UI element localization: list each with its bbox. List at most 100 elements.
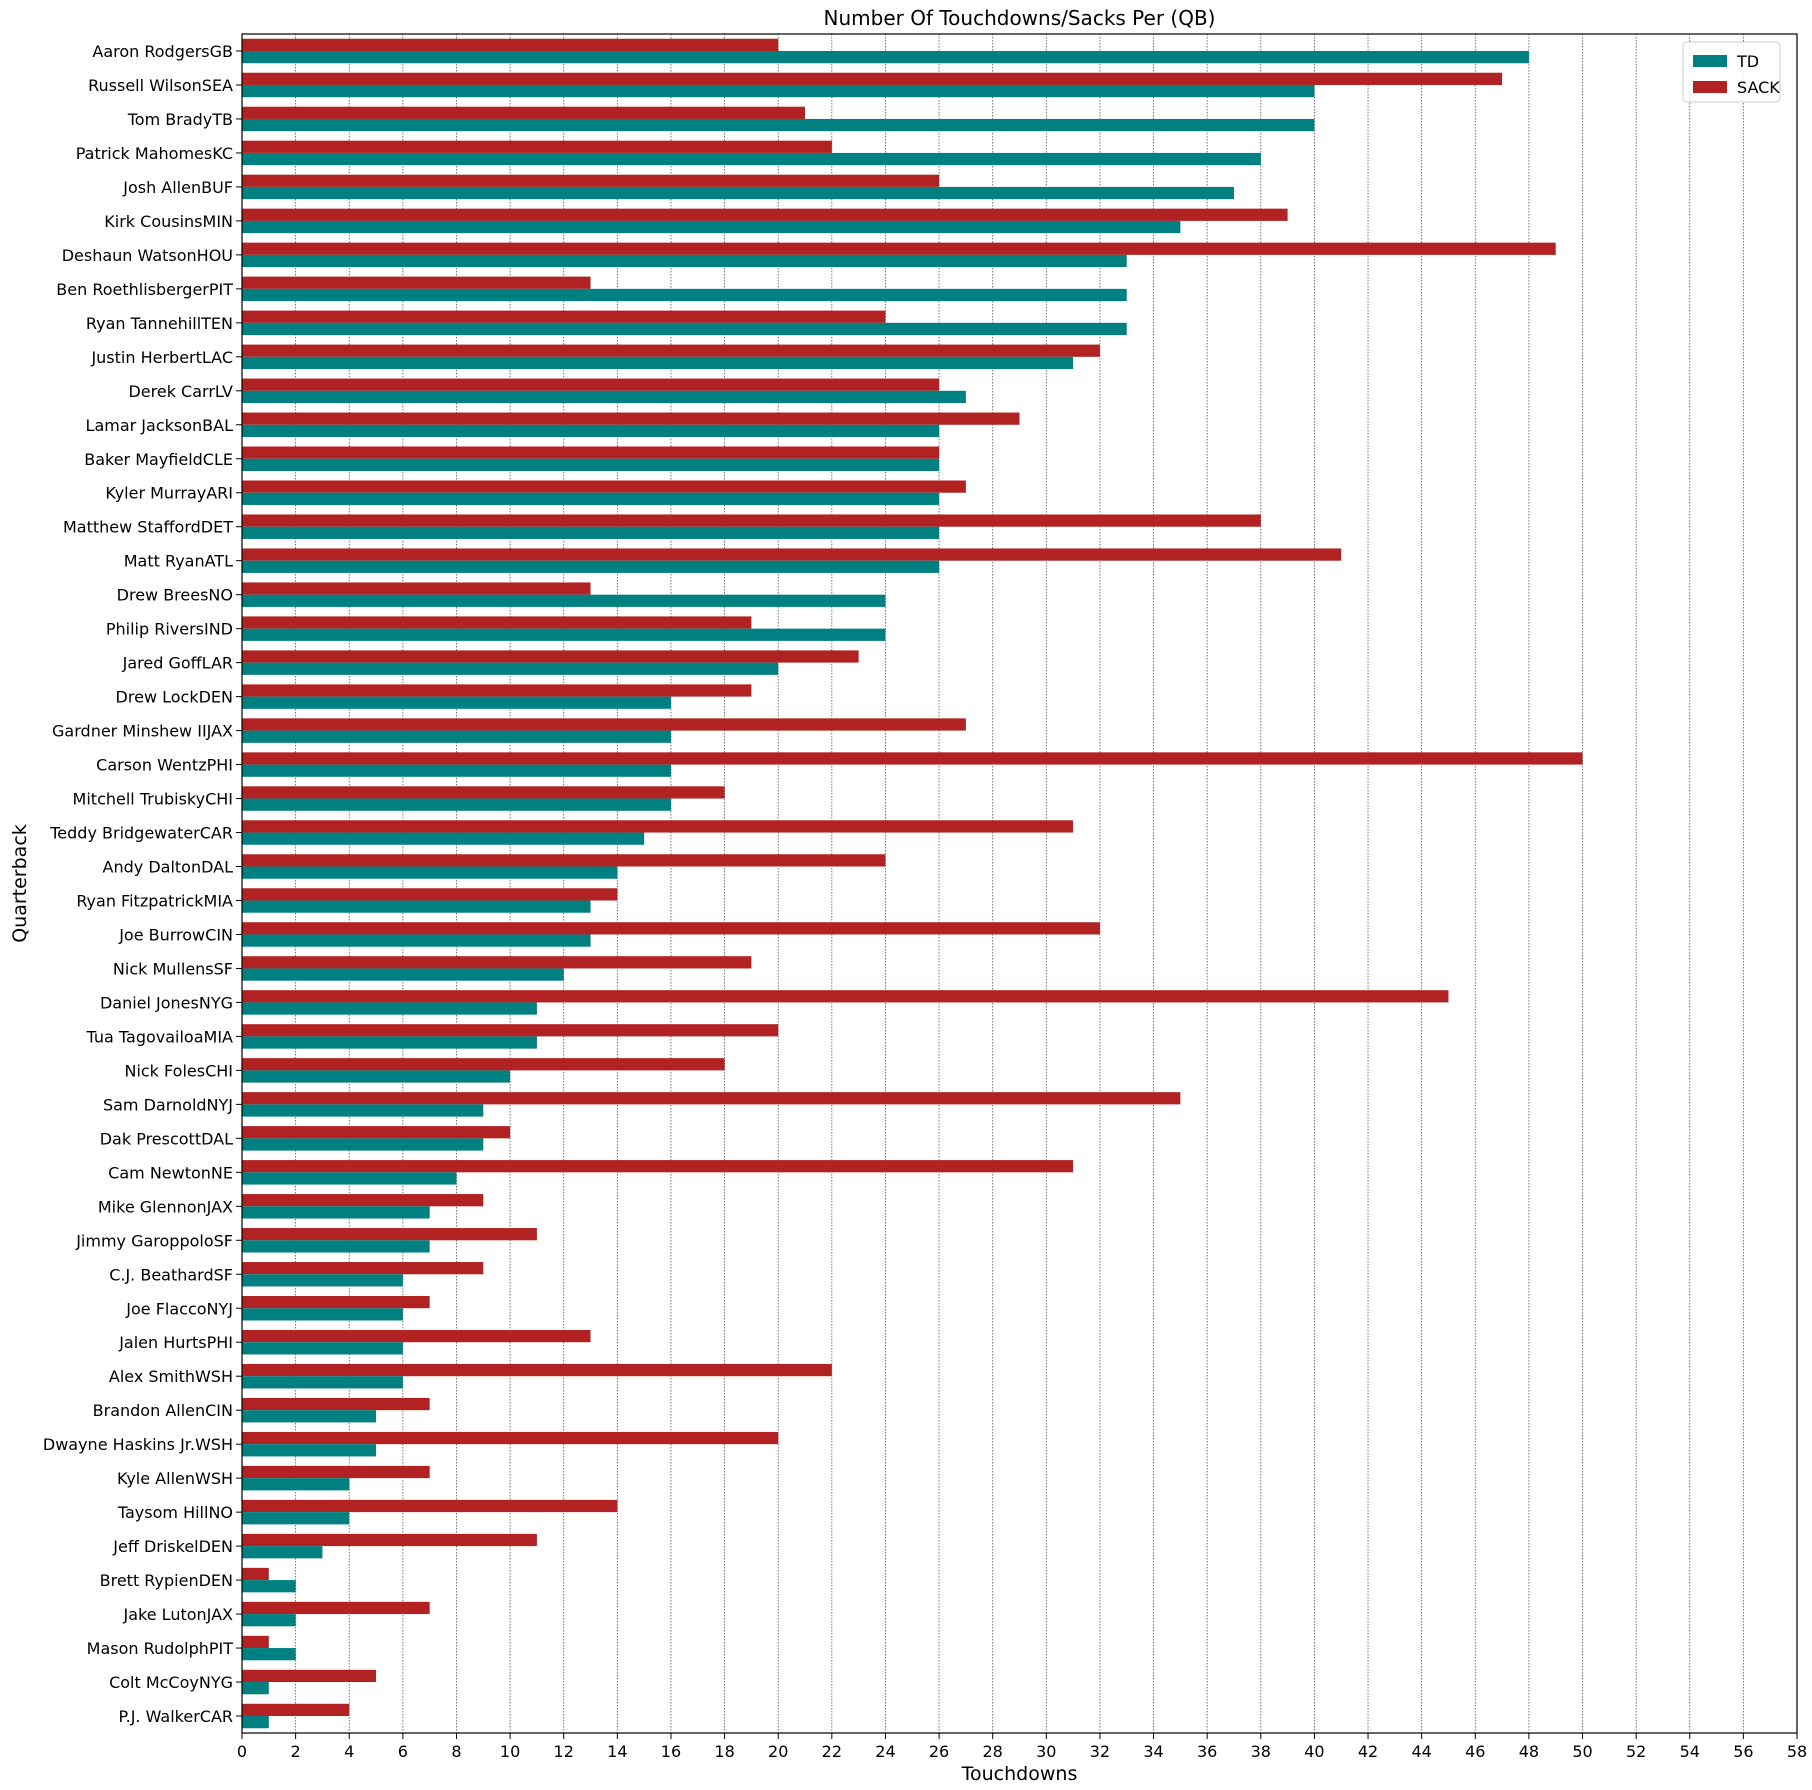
bar-sack-patrick-mahomeskc: [242, 140, 832, 153]
legend: TD SACK: [1682, 41, 1781, 103]
bar-sack-taysom-hillno: [242, 1499, 618, 1513]
y-tick-label: Baker MayfieldCLE: [84, 450, 233, 469]
x-tick-label: 58: [1787, 1742, 1807, 1761]
bar-td-mason-rudolphpit: [242, 1648, 296, 1661]
y-tick-label: Justin HerbertLAC: [90, 348, 233, 367]
x-tick-label: 6: [398, 1742, 408, 1761]
x-tick-label: 12: [554, 1742, 574, 1761]
y-tick-label: Patrick MahomesKC: [76, 144, 233, 163]
x-axis-title: Touchdowns: [961, 1763, 1078, 1785]
y-tick-label: Taysom HillNO: [117, 1503, 233, 1522]
bar-td-teddy-bridgewatercar: [242, 832, 645, 845]
y-tick-label: Russell WilsonSEA: [88, 76, 233, 95]
y-tick-label: Cam NewtonNE: [108, 1163, 233, 1182]
bar-sack-alex-smithwsh: [242, 1363, 832, 1377]
y-tick-label: Deshaun WatsonHOU: [62, 246, 233, 265]
x-tick-label: 32: [1090, 1742, 1110, 1761]
bar-td-nick-mullenssf: [242, 968, 564, 981]
bar-td-kirk-cousinsmin: [242, 220, 1181, 234]
y-tick-label: Mike GlennonJAX: [98, 1197, 233, 1216]
y-tick-label: Derek CarrLV: [128, 382, 233, 401]
bar-td-nick-foleschi: [242, 1070, 511, 1083]
y-tick-label: Teddy BridgewaterCAR: [49, 824, 233, 843]
y-tick-label: Josh AllenBUF: [122, 178, 233, 197]
y-tick-label: Nick MullensSF: [113, 959, 233, 978]
legend-swatch-td: [1693, 55, 1727, 67]
y-tick-label: Kyler MurrayARI: [105, 484, 233, 503]
bar-sack-p-j-walkercar: [242, 1703, 350, 1717]
bar-sack-nick-mullenssf: [242, 956, 752, 969]
bar-td-alex-smithwsh: [242, 1376, 403, 1389]
bar-sack-colt-mccoynyg: [242, 1669, 377, 1683]
bar-sack-mason-rudolphpit: [242, 1635, 269, 1649]
legend-label-sack: SACK: [1737, 78, 1780, 97]
bar-td-kyler-murrayari: [242, 492, 940, 505]
bar-sack-justin-herbertlac: [242, 344, 1100, 357]
bar-td-baker-mayfieldcle: [242, 458, 940, 471]
y-tick-label: Brett RypienDEN: [100, 1571, 233, 1590]
x-tick-label: 4: [344, 1742, 354, 1761]
bar-sack-tua-tagovailoamia: [242, 1024, 779, 1037]
y-tick-label: Dak PrescottDAL: [100, 1129, 233, 1148]
x-tick-label: 0: [237, 1742, 247, 1761]
x-tick-label: 16: [661, 1742, 681, 1761]
y-tick-label: Jalen HurtsPHI: [118, 1333, 233, 1352]
y-tick-label: Mason RudolphPIT: [87, 1639, 234, 1658]
x-tick-label: 54: [1680, 1742, 1700, 1761]
bar-sack-jared-gofflar: [242, 650, 859, 663]
bar-td-mike-glennonjax: [242, 1206, 430, 1219]
bar-td-derek-carrlv: [242, 390, 966, 404]
x-tick-label: 36: [1197, 1742, 1217, 1761]
x-tick-label: 52: [1626, 1742, 1646, 1761]
plot-frame: [241, 33, 1798, 1734]
y-tick-label: Ryan TannehillTEN: [86, 314, 233, 333]
y-tick-label: Aaron RodgersGB: [92, 42, 233, 61]
x-tick-label: 24: [875, 1742, 895, 1761]
y-tick-label: Dwayne Haskins Jr.WSH: [43, 1435, 233, 1454]
bars: [242, 38, 1583, 1729]
bar-sack-nick-foleschi: [242, 1058, 725, 1071]
y-tick-label: Nick FolesCHI: [124, 1061, 233, 1080]
x-tick-label: 30: [1036, 1742, 1056, 1761]
bar-td-drew-breesno: [242, 594, 886, 607]
y-tick-label: Tom BradyTB: [127, 110, 233, 129]
bar-sack-ryan-tannehillten: [242, 310, 886, 323]
bar-td-colt-mccoynyg: [242, 1682, 269, 1695]
bar-td-jared-gofflar: [242, 662, 779, 675]
legend-label-td: TD: [1736, 52, 1759, 71]
bar-td-p-j-walkercar: [242, 1716, 269, 1729]
y-tick-label: Daniel JonesNYG: [100, 993, 233, 1012]
bar-td-philip-riversind: [242, 628, 886, 641]
y-tick-label: P.J. WalkerCAR: [118, 1707, 233, 1726]
axes: 0 2 4 6 8 10 12 14 16 18 20 22 24 26 28 30 32 34 36 38 40 42 4…: [43, 33, 1807, 1761]
x-tick-label: 34: [1143, 1742, 1163, 1761]
bar-sack-carson-wentzphi: [242, 752, 1583, 765]
bar-td-sam-darnoldnyj: [242, 1104, 484, 1117]
y-tick-label: Kyle AllenWSH: [117, 1469, 233, 1488]
bar-sack-joe-burrowcin: [242, 922, 1100, 935]
bar-sack-ryan-fitzpatrickmia: [242, 888, 618, 901]
y-tick-label: Jake LutonJAX: [123, 1605, 234, 1624]
y-tick-label: Jared GoffLAR: [122, 654, 233, 673]
y-tick-label: Jeff DriskelDEN: [112, 1537, 233, 1556]
bar-sack-jimmy-garoppolosf: [242, 1228, 537, 1241]
bar-sack-dwayne-haskins-jr-wsh: [242, 1431, 779, 1445]
bar-sack-drew-breesno: [242, 582, 591, 595]
y-tick-label: Sam DarnoldNYJ: [103, 1095, 233, 1114]
bar-sack-teddy-bridgewatercar: [242, 820, 1074, 833]
x-tick-label: 48: [1519, 1742, 1539, 1761]
y-tick-label: Jimmy GaroppoloSF: [75, 1231, 233, 1250]
y-tick-label: Drew LockDEN: [116, 688, 233, 707]
bar-td-brett-rypienden: [242, 1580, 296, 1593]
bar-sack-brett-rypienden: [242, 1567, 269, 1581]
bar-sack-jake-lutonjax: [242, 1601, 430, 1615]
bar-sack-dak-prescottdal: [242, 1126, 511, 1139]
bar-td-lamar-jacksonbal: [242, 424, 940, 438]
x-tick-label: 38: [1251, 1742, 1271, 1761]
bar-td-patrick-mahomeskc: [242, 152, 1261, 166]
bar-sack-mitchell-trubiskychi: [242, 786, 725, 799]
bar-td-tom-bradytb: [242, 118, 1315, 132]
bar-td-dwayne-haskins-jr-wsh: [242, 1444, 377, 1457]
bar-sack-kyle-allenwsh: [242, 1465, 430, 1479]
